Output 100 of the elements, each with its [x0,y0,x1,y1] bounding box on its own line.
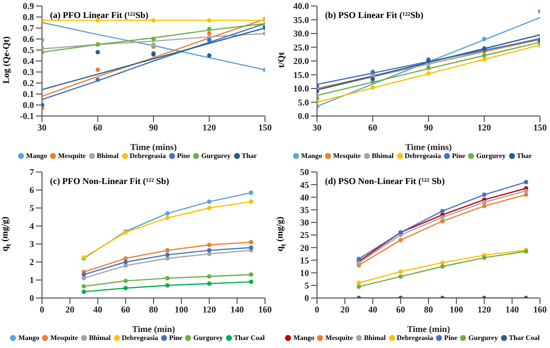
y-tick-label: 35 [300,204,310,215]
point [398,274,403,279]
point [482,255,486,260]
point [207,274,212,279]
x-tick-label: 140 [230,304,244,314]
x-tick-label: 100 [174,304,189,314]
y-tick-label: 0.9 [22,1,34,12]
x-tick-label: 40 [93,304,103,314]
x-tick-label: 90 [424,122,434,132]
point [248,280,254,284]
line-series [42,27,265,90]
y-tick-label: 4 [30,221,34,232]
point [440,215,445,220]
y-tick-label: 20.0 [293,56,310,66]
y-tick-label: 5 [30,203,34,214]
point [248,190,254,195]
point [248,245,254,250]
y-tick-label: 6 [30,185,34,196]
point [356,284,362,289]
x-tick-label: 150 [258,122,272,132]
chart-title: (a) PFO Linear Fit (¹²²Sb) [50,10,148,20]
point [123,263,128,268]
y-tick-label: 0.4 [22,56,34,66]
x-tick-label: 160 [258,304,272,314]
x-tick-label: 120 [478,304,492,314]
x-tick-label: 100 [450,304,464,314]
x-tick-label: 60 [121,304,131,314]
point [123,256,128,261]
point [207,26,212,32]
point [151,42,156,47]
x-tick-label: 20 [65,304,75,314]
x-tick-label: 60 [396,304,406,314]
point [165,248,170,252]
y-axis-title: t/Qt [276,52,286,68]
point [248,272,254,277]
y-tick-label: 40.0 [293,1,310,12]
point [207,248,212,252]
point [524,188,528,194]
x-tick-label: 40 [368,304,378,314]
point [207,200,212,204]
x-tick-label: 90 [149,122,158,132]
y-tick-label: 0.6 [22,34,34,44]
y-tick-label: 1 [30,275,34,286]
point [398,238,403,242]
x-tick-label: 60 [368,122,378,132]
x-axis-title: Time (mins) [130,142,177,152]
point [482,200,486,204]
point [82,276,86,280]
y-tick-label: -0.1 [20,111,34,122]
point [356,280,362,286]
point [82,272,86,277]
x-tick-label: 160 [533,304,548,314]
x-tick-label: 140 [505,304,520,314]
point [207,252,212,256]
point [248,200,254,204]
point [207,281,212,286]
y-tick-label: 45 [300,180,310,190]
point [96,50,100,54]
y-tick-label: 5 [304,280,310,291]
point [96,68,100,72]
y-tick-label: 0.8 [22,12,34,22]
y-tick-label: 20 [300,242,310,253]
x-tick-label: 120 [202,304,216,314]
x-tick-label: 80 [149,304,158,314]
point [165,211,170,216]
y-tick-label: 10.0 [293,84,310,94]
y-tick-label: 30 [300,218,310,228]
point [151,36,156,42]
point [524,180,528,184]
y-tick-label: 35.0 [293,14,310,25]
y-axis-title: Log (Qe-Qt) [1,36,11,84]
x-tick-label: 30 [38,122,47,132]
x-axis-title: Time (mins) [405,142,452,152]
point [96,78,100,82]
point [398,269,403,274]
x-tick-label: 150 [533,122,548,132]
y-tick-label: 7 [30,167,34,178]
chart-title: (b) PSO Linear Fit (¹²²Sb) [325,10,424,20]
line-series [317,43,540,104]
point [207,31,212,36]
y-tick-label: 0.2 [22,78,34,88]
point [370,85,375,90]
point [165,252,170,257]
point [440,264,445,269]
y-tick-label: 0.3 [22,67,34,78]
y-tick-label: 15.0 [293,70,310,80]
y-tick-label: 5.0 [298,97,310,108]
x-axis-title: Time (min) [406,324,450,334]
point [482,53,486,58]
point [207,242,212,248]
y-tick-label: 0.0 [298,111,310,122]
point [356,256,362,262]
y-tick-label: 40 [300,192,310,202]
point [482,57,486,62]
point [151,18,156,22]
y-tick-label: 10 [300,268,310,278]
y-tick-label: 25 [300,230,310,240]
x-tick-label: 80 [424,304,434,314]
point [207,53,212,58]
y-tick-label: 15 [300,255,310,266]
